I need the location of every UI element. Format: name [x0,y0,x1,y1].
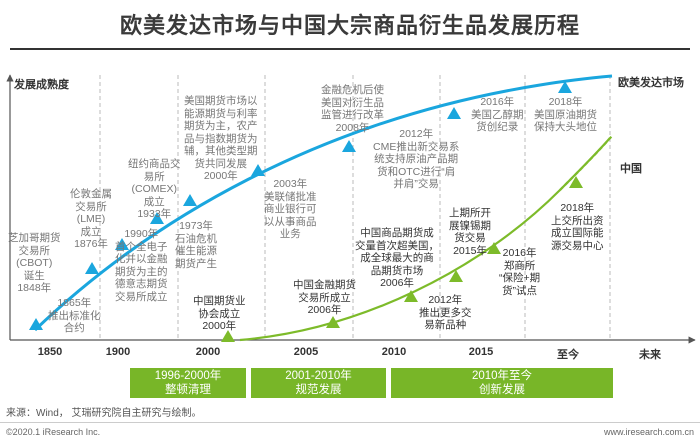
west-marker-2 [85,262,99,274]
china-markers [221,176,583,342]
china-marker-4 [449,270,463,282]
west-marker-1 [29,318,43,330]
year-1900: 1900 [105,346,131,358]
year-now: 至今 [557,349,579,361]
china-marker-3 [404,290,418,302]
phase-3-years: 2010年至今 [471,370,533,382]
year-2005: 2005 [293,346,319,358]
year-future: 未来 [639,349,661,361]
phase-1-name: 整顿清理 [165,384,211,396]
west-marker-5 [183,194,197,206]
phase-1-years: 1996-2000年 [154,370,222,382]
phase-2-years: 2001-2010年 [285,370,352,382]
y-axis-label: 发展成熟度 [14,79,69,91]
west-event-comex: 纽约商品交 易所 (COMEX) 成立 1933年 [128,158,181,220]
phase-3: 2010年至今 创新发展 [391,368,613,398]
series-label-china: 中国 [620,163,642,175]
year-2000: 2000 [195,346,221,358]
west-marker-3 [115,238,129,250]
page-title: 欧美发达市场与中国大宗商品衍生品发展历程 [119,13,580,38]
phase-2-name: 规范发展 [295,384,342,396]
phase-3-name: 创新发展 [479,384,525,396]
footer-url: www.iresearch.com.cn [603,427,694,437]
west-event-2012: 2012年 CME推出新交易系 统支持原油产品期 货和OTC进行“肩 并肩”交易 [373,128,460,190]
china-event-2006b: 中国商品期货成 交量首次超美国， 成全球最大的商 品期货市场 2006年 [355,227,439,289]
west-marker-9 [558,81,572,93]
west-event-1990: 1990年 首个全电子 化并以金融 期货为主的 德意志期货 交易所成立 [115,228,168,303]
footer-divider [0,422,700,423]
china-event-2012: 2012年 推出更多交 易新品种 [419,294,472,331]
west-marker-7 [342,140,356,152]
china-event-2015: 上期所开 展镍锡期 货交易 2015年 [449,207,491,257]
year-2010: 2010 [381,346,407,358]
phase-2: 2001-2010年 规范发展 [251,368,386,398]
west-event-2008: 金融危机后使 美国对衍生品 监管进行改革 2008年 [321,84,384,134]
west-event-2018: 2018年 美国原油期货 保持大头地位 [534,96,597,133]
series-label-west: 欧美发达市场 [618,77,684,89]
west-event-1973: 1973年 石油危机 催生能源 期货产生 [175,220,217,270]
china-marker-6 [569,176,583,188]
china-event-2006a: 中国金融期货 交易所成立 2006年 [293,279,356,316]
west-event-cbot: 芝加哥期货 交易所 (CBOT) 诞生 1848年 [8,232,61,294]
china-marker-2 [326,316,340,328]
phase-1: 1996-2000年 整顿清理 [130,368,246,398]
west-event-2016: 2016年 美国乙醇期 货创纪录 [471,96,524,133]
west-curve [33,74,613,332]
west-marker-4 [150,212,164,224]
footer-copyright: ©2020.1 iResearch Inc. [6,427,101,437]
china-event-2016: 2016年 郑商所 “保险+期 货”试点 [499,247,541,297]
china-curve-dashed [559,135,613,191]
year-guides [99,75,611,338]
west-event-2003: 2003年 美联储批准 商业银行可 以从事商品 业务 [264,178,317,240]
west-marker-6 [251,164,265,176]
source-note: 来源：Wind， 艾瑞研究院自主研究与绘制。 [6,408,202,419]
china-event-2018: 2018年 上交所出资 成立国际能 源交易中心 [551,202,604,252]
year-1850: 1850 [37,346,63,358]
year-2015: 2015 [468,346,494,358]
china-marker-5 [487,242,501,254]
china-marker-1 [221,330,235,342]
west-event-1865: 1865年 推出标准化 合约 [48,297,101,334]
title-divider [10,48,690,50]
west-event-2000: 美国期货市场以 能源期货与利率 期货为主，农产 品与指数期货为 辅，其他类型期 货共同发展… [184,95,258,182]
west-marker-8 [447,107,461,119]
west-event-lme: 伦敦金属 交易所 (LME) 成立 1876年 [70,188,112,250]
china-event-2000: 中国期货业 协会成立 2000年 [193,295,246,332]
west-markers [29,81,572,330]
